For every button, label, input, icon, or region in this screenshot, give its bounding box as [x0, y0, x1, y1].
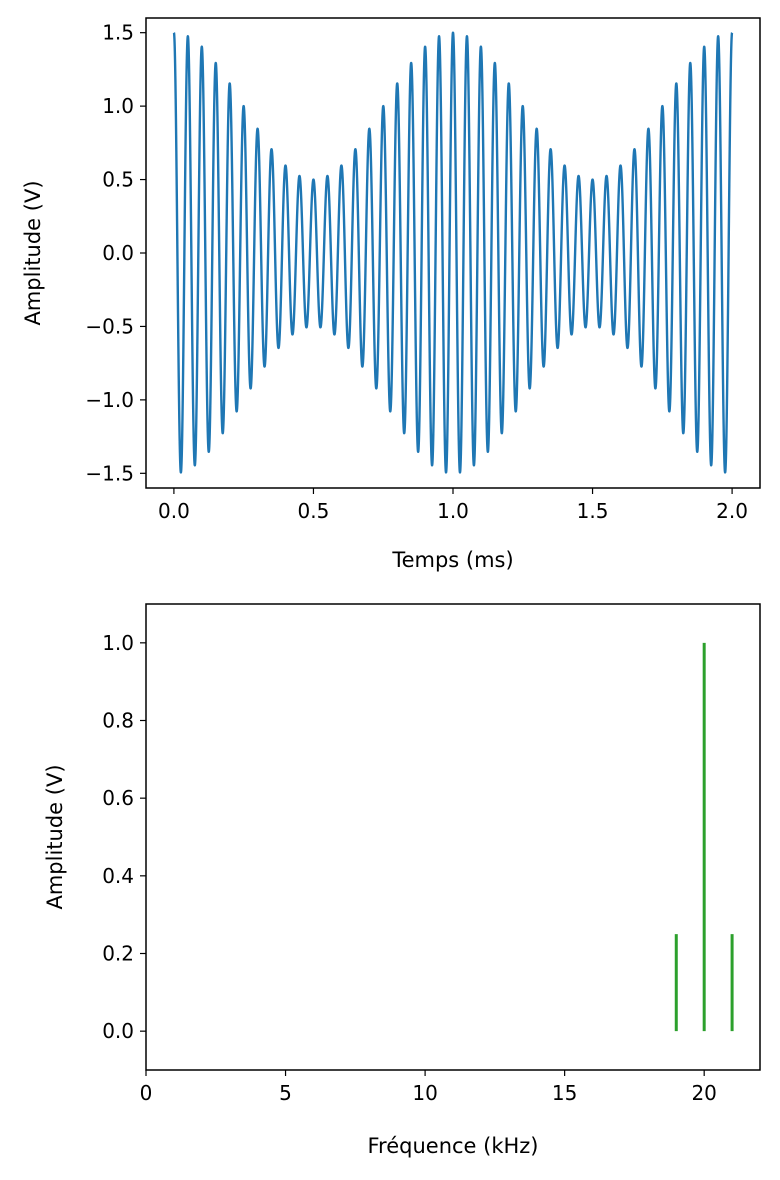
bottom-y-tick-label: 0.2 — [102, 942, 134, 966]
top-plot-frame — [145, 17, 761, 489]
bottom-y-tick-label: 0.6 — [102, 786, 134, 810]
bottom-x-axis-label: Fréquence (kHz) — [367, 1134, 538, 1158]
bottom-y-tick-label: 0.8 — [102, 709, 134, 733]
top-x-axis-label: Temps (ms) — [391, 548, 513, 572]
top-y-tick-label: 0.0 — [102, 241, 134, 265]
top-y-tick-label: −0.5 — [85, 314, 134, 338]
top-x-tick-label: 1.0 — [437, 499, 469, 523]
bottom-x-tick-label: 15 — [552, 1081, 577, 1105]
bottom-x-tick-label: 20 — [691, 1081, 716, 1105]
top-y-tick-label: −1.5 — [85, 461, 134, 485]
top-y-tick-label: 1.0 — [102, 94, 134, 118]
top-x-tick-label: 1.5 — [577, 499, 609, 523]
spectrum-series — [674, 642, 734, 1032]
top-y-axis-label: Amplitude (V) — [21, 180, 45, 325]
top-x-tick-label: 2.0 — [716, 499, 748, 523]
bottom-x-tick-label: 10 — [412, 1081, 437, 1105]
top-x-tick-label: 0.5 — [298, 499, 330, 523]
bottom-y-tick-label: 0.0 — [102, 1019, 134, 1043]
top-y-tick-label: 1.5 — [102, 21, 134, 45]
bottom-x-axis: 0 5 10 15 20 — [140, 1070, 717, 1105]
frequency-spectrum-chart: 0 5 10 15 20 1.0 0.8 0.6 0.4 0.2 0.0 Fréquence (k… — [43, 603, 761, 1158]
bottom-y-axis-label: Amplitude (V) — [43, 764, 67, 909]
top-x-tick-label: 0.0 — [158, 499, 190, 523]
time-signal-line — [172, 31, 734, 474]
bottom-x-tick-label: 0 — [140, 1081, 153, 1105]
bottom-plot-frame — [145, 603, 761, 1071]
time-signal-series — [172, 31, 734, 474]
top-y-axis: 1.5 1.0 0.5 0.0 −0.5 −1.0 −1.5 — [85, 21, 146, 485]
bottom-y-tick-label: 0.4 — [102, 864, 134, 888]
top-y-tick-label: 0.5 — [102, 168, 134, 192]
bottom-y-axis: 1.0 0.8 0.6 0.4 0.2 0.0 — [102, 631, 146, 1043]
top-x-axis: 0.0 0.5 1.0 1.5 2.0 — [158, 488, 748, 523]
bottom-x-tick-label: 5 — [279, 1081, 292, 1105]
top-y-tick-label: −1.0 — [85, 388, 134, 412]
time-domain-chart: 0.0 0.5 1.0 1.5 2.0 1.5 1.0 0.5 0.0 −0.5 −1.0 −1.5… — [21, 17, 761, 572]
bottom-y-tick-label: 1.0 — [102, 631, 134, 655]
